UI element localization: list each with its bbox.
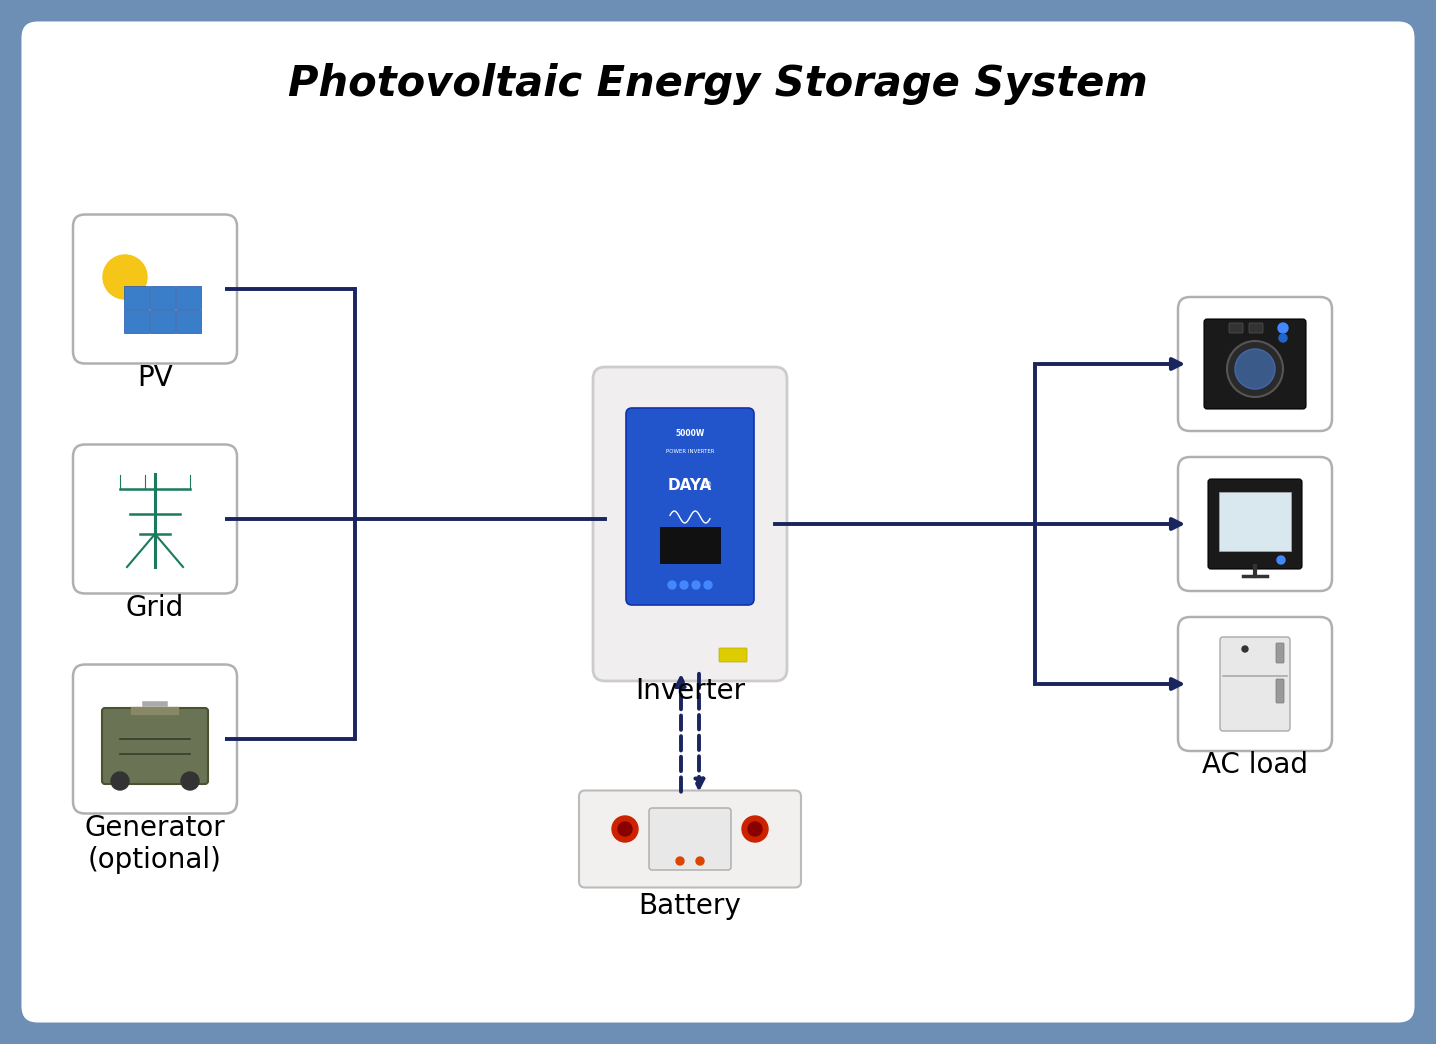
FancyBboxPatch shape xyxy=(1203,319,1305,409)
Text: POWER INVERTER: POWER INVERTER xyxy=(666,450,714,454)
Circle shape xyxy=(617,822,632,836)
Circle shape xyxy=(692,582,699,589)
Circle shape xyxy=(181,772,200,790)
Text: Battery: Battery xyxy=(639,892,741,920)
FancyBboxPatch shape xyxy=(73,664,237,813)
Circle shape xyxy=(1279,334,1287,342)
FancyBboxPatch shape xyxy=(177,286,201,309)
Text: Photovoltaic Energy Storage System: Photovoltaic Energy Storage System xyxy=(289,63,1147,105)
Circle shape xyxy=(1277,556,1285,564)
FancyBboxPatch shape xyxy=(579,790,801,887)
FancyBboxPatch shape xyxy=(149,310,175,333)
FancyBboxPatch shape xyxy=(626,408,754,606)
Text: AC load: AC load xyxy=(1202,751,1308,779)
Circle shape xyxy=(1278,323,1288,333)
Circle shape xyxy=(704,582,712,589)
Circle shape xyxy=(748,822,763,836)
Text: Grid: Grid xyxy=(126,593,184,621)
FancyBboxPatch shape xyxy=(102,708,208,784)
Circle shape xyxy=(696,857,704,865)
FancyBboxPatch shape xyxy=(1249,323,1264,333)
FancyBboxPatch shape xyxy=(1219,492,1291,551)
FancyBboxPatch shape xyxy=(1178,296,1333,431)
Text: ®: ® xyxy=(704,481,712,491)
FancyBboxPatch shape xyxy=(661,527,719,563)
Text: Inverter: Inverter xyxy=(635,677,745,705)
Circle shape xyxy=(681,582,688,589)
FancyBboxPatch shape xyxy=(19,18,1417,1026)
Text: DAYA: DAYA xyxy=(668,478,712,494)
Text: PV: PV xyxy=(136,363,172,392)
Circle shape xyxy=(612,816,638,843)
Circle shape xyxy=(668,582,676,589)
FancyBboxPatch shape xyxy=(1229,323,1244,333)
FancyBboxPatch shape xyxy=(73,445,237,593)
FancyBboxPatch shape xyxy=(123,310,149,333)
Circle shape xyxy=(103,255,146,299)
FancyBboxPatch shape xyxy=(649,808,731,870)
Circle shape xyxy=(111,772,129,790)
FancyBboxPatch shape xyxy=(1178,457,1333,591)
FancyBboxPatch shape xyxy=(73,214,237,363)
FancyBboxPatch shape xyxy=(177,310,201,333)
FancyBboxPatch shape xyxy=(593,367,787,681)
FancyBboxPatch shape xyxy=(1178,617,1333,751)
Circle shape xyxy=(1235,349,1275,389)
FancyBboxPatch shape xyxy=(123,286,149,309)
FancyBboxPatch shape xyxy=(1208,479,1302,569)
Text: 5000W: 5000W xyxy=(675,429,705,438)
FancyBboxPatch shape xyxy=(719,648,747,662)
FancyBboxPatch shape xyxy=(1277,679,1284,703)
FancyBboxPatch shape xyxy=(1277,643,1284,663)
Circle shape xyxy=(1242,646,1248,652)
FancyBboxPatch shape xyxy=(149,286,175,309)
Circle shape xyxy=(676,857,684,865)
Circle shape xyxy=(742,816,768,843)
Text: Generator
(optional): Generator (optional) xyxy=(85,813,225,874)
Circle shape xyxy=(1226,341,1282,397)
FancyBboxPatch shape xyxy=(1221,637,1290,731)
